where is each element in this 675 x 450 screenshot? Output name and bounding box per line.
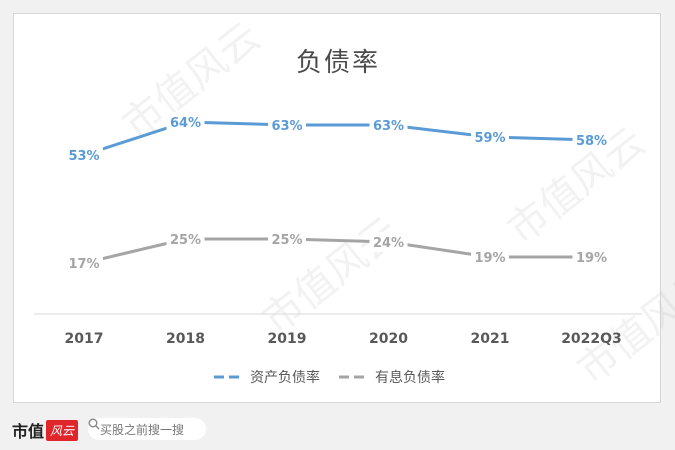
- data-label-bg: [166, 112, 205, 132]
- x-tick-label: 2018: [166, 331, 205, 347]
- data-label: 58%: [576, 134, 607, 149]
- search-box[interactable]: 买股之前搜一搜: [88, 418, 206, 440]
- x-tick-label: 2022Q3: [561, 331, 622, 347]
- data-label: 19%: [474, 251, 505, 266]
- data-label: 59%: [474, 131, 505, 146]
- data-label-bg: [65, 145, 103, 165]
- legend-label: 资产负债率: [250, 369, 320, 386]
- data-label-bg: [268, 229, 306, 249]
- line-chart: 2017 2018 2019 2020 2021 2022Q3 53% 64% 63% 63% 59…: [34, 112, 642, 386]
- data-label: 64%: [170, 116, 201, 131]
- x-tick-label: 2020: [369, 331, 408, 347]
- chart-card: 市值风云 市值风云 市值风云 市值风云 负债率 2017 2018 2019 2020…: [13, 13, 675, 403]
- x-tick-label: 2021: [471, 331, 510, 347]
- data-label-bg: [65, 253, 103, 273]
- footer-bar: 市值 风云 买股之前搜一搜: [0, 410, 675, 450]
- x-tick-label: 2017: [65, 331, 104, 347]
- data-label: 25%: [271, 233, 302, 248]
- search-placeholder: 买股之前搜一搜: [100, 422, 185, 437]
- legend-label: 有息负债率: [375, 369, 445, 386]
- brand-logo: 市值 风云: [12, 418, 79, 442]
- data-label-bg: [166, 229, 205, 249]
- x-tick-label: 2019: [268, 331, 307, 347]
- data-label: 63%: [373, 119, 404, 134]
- data-label-bg: [268, 115, 306, 135]
- data-label-bg: [572, 247, 611, 267]
- data-label-bg: [572, 130, 611, 150]
- brand-name: 市值: [12, 422, 45, 441]
- chart-title: 负债率: [295, 48, 380, 78]
- data-label: 25%: [170, 233, 201, 248]
- data-label: 24%: [373, 236, 404, 251]
- data-label-bg: [369, 232, 408, 252]
- search-icon: [88, 418, 100, 430]
- data-label: 63%: [271, 119, 302, 134]
- data-label-bg: [471, 247, 509, 267]
- data-label: 17%: [68, 257, 99, 272]
- data-label-bg: [369, 115, 408, 135]
- brand-badge: 风云: [46, 419, 79, 441]
- data-label: 19%: [576, 251, 607, 266]
- series-line: [83, 237, 592, 265]
- data-label-bg: [471, 127, 509, 147]
- data-label: 53%: [68, 149, 99, 164]
- series-line: [83, 120, 592, 157]
